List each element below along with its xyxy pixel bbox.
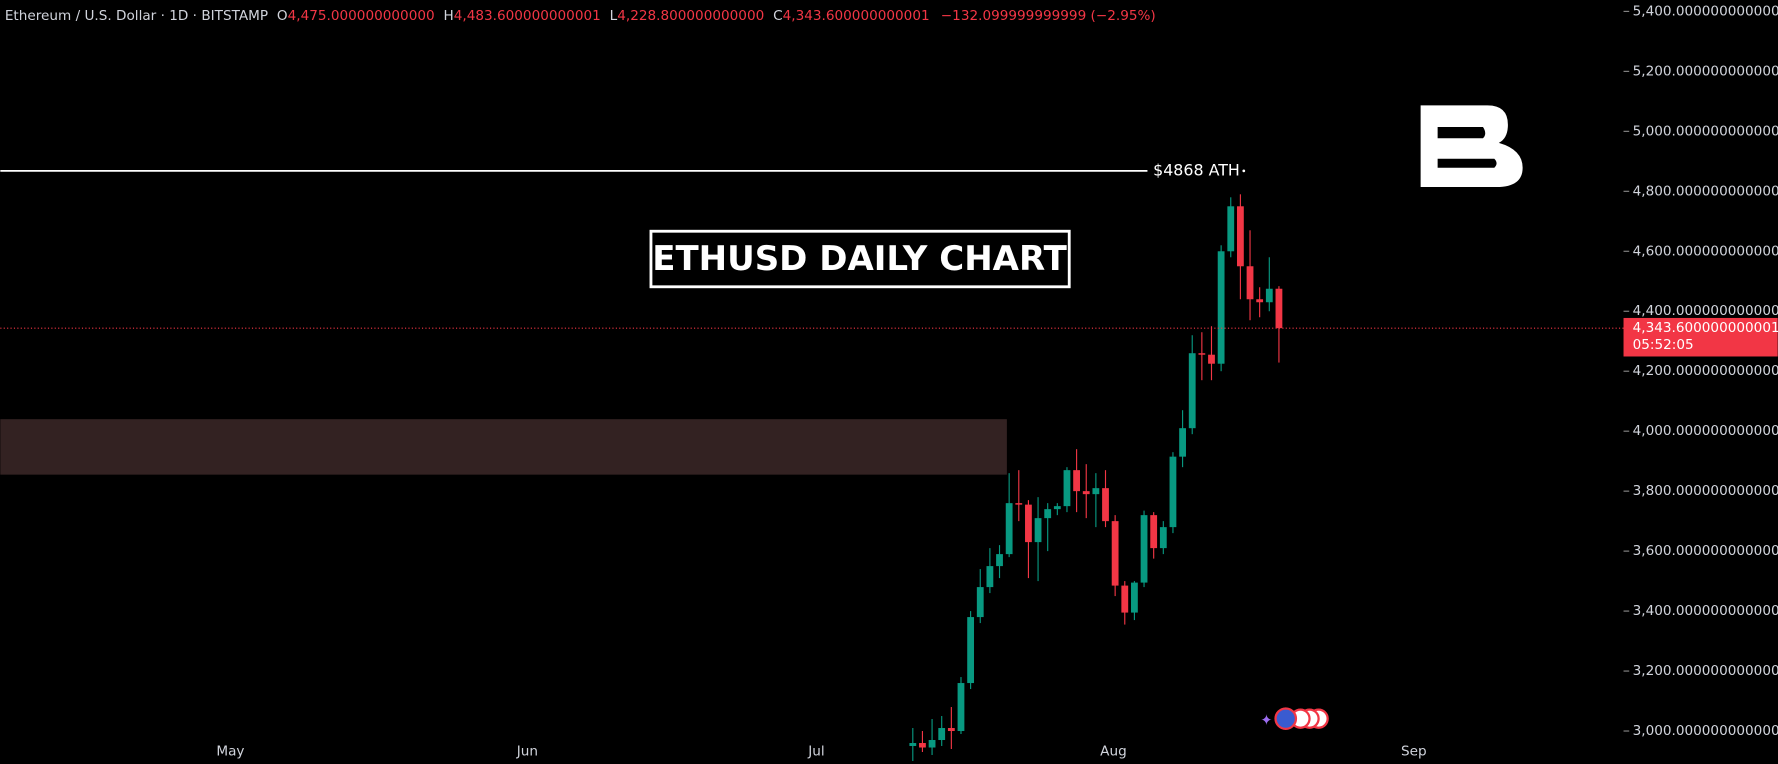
x-tick-label: Sep: [1401, 744, 1427, 760]
close-value: 4,343.600000000001: [783, 8, 930, 24]
price-label: 4,343.600000000001: [1633, 320, 1778, 336]
low-value: 4,228.800000000000: [617, 8, 764, 24]
high-key: H: [444, 8, 454, 24]
candle-body: [947, 728, 955, 732]
candle-body: [1015, 503, 1023, 505]
candle-body: [967, 617, 975, 684]
candle-body: [1140, 515, 1148, 583]
candle-body: [1034, 518, 1042, 543]
candle-body: [1111, 521, 1119, 586]
candle-body: [938, 728, 946, 741]
symbol: Ethereum / U.S. Dollar · 1D · BITSTAMP: [5, 8, 268, 24]
y-tick-label: 4,000.000000000000: [1633, 423, 1778, 439]
ath-label: $4868 ATH: [1153, 160, 1240, 179]
open-key: O: [277, 8, 288, 24]
candle-body: [1073, 470, 1080, 492]
low-key: L: [610, 8, 618, 24]
candle-body: [1217, 251, 1225, 364]
logo: [1420, 105, 1523, 188]
x-tick-label: May: [216, 744, 244, 760]
x-tick-label: Jul: [807, 744, 824, 760]
y-tick-label: 4,200.000000000000: [1633, 363, 1778, 379]
y-tick-label: 3,400.000000000000: [1633, 603, 1778, 619]
flag-icon[interactable]: [1274, 707, 1298, 730]
candle-body: [1265, 288, 1273, 303]
candle-body: [1179, 428, 1186, 457]
logo-mark: [1420, 105, 1523, 188]
y-tick-label: 5,000.000000000000: [1633, 123, 1778, 139]
countdown: 05:52:05: [1633, 337, 1694, 353]
candle-body: [1092, 488, 1100, 495]
candle-body: [1198, 353, 1206, 355]
zone-layer: [0, 419, 1007, 475]
candle-body: [919, 743, 926, 748]
candle-body: [1275, 288, 1283, 329]
candle-body: [1236, 206, 1244, 267]
candle-body: [1102, 488, 1109, 522]
candle-body: [1025, 504, 1032, 543]
y-tick-label: 3,000.000000000000: [1633, 723, 1778, 739]
high-value: 4,483.600000000001: [454, 8, 601, 24]
candle-body: [1044, 509, 1052, 519]
candle-body: [1246, 266, 1254, 300]
event-icons[interactable]: ✦: [1260, 707, 1329, 730]
y-tick-label: 3,800.000000000000: [1633, 483, 1778, 499]
x-tick-label: Jun: [516, 744, 538, 760]
x-tick-label: Aug: [1100, 744, 1127, 760]
y-tick-label: 3,200.000000000000: [1633, 663, 1778, 679]
candle-body: [928, 740, 936, 748]
candle-body: [996, 554, 1003, 567]
candle-body: [1005, 503, 1013, 555]
supply-zone: [0, 419, 1007, 475]
y-tick-label: 4,400.000000000000: [1633, 303, 1778, 319]
y-tick-label: 4,800.000000000000: [1633, 183, 1778, 199]
y-tick-label: 4,600.000000000000: [1633, 243, 1778, 259]
header: Ethereum / U.S. Dollar · 1D · BITSTAMP O…: [5, 8, 1156, 24]
sparkle-icon: ✦: [1260, 712, 1272, 729]
price-label-box: [1623, 317, 1778, 357]
candle-body: [909, 743, 917, 747]
close-key: C: [773, 8, 783, 24]
open-value: 4,475.000000000000: [288, 8, 435, 24]
candle-body: [1053, 506, 1061, 510]
y-tick-label: 3,600.000000000000: [1633, 543, 1778, 559]
change: −132.099999999999 (−2.95%): [941, 8, 1156, 24]
candle-body: [1188, 353, 1196, 429]
candle-body: [1131, 582, 1138, 613]
candle-body: [1256, 299, 1264, 303]
candle-body: [986, 566, 994, 588]
candle-body: [1169, 456, 1177, 528]
candle-body: [1150, 515, 1158, 549]
candle-body: [1082, 491, 1090, 495]
candle-body: [1159, 527, 1167, 549]
candle-body: [957, 683, 965, 732]
candle-body: [1121, 585, 1129, 613]
candle-body: [976, 587, 984, 618]
y-tick-label: 5,200.000000000000: [1633, 63, 1778, 79]
chart-title: ETHUSD DAILY CHART: [652, 239, 1067, 279]
ath-dot: [1242, 169, 1246, 173]
candle-body: [1227, 206, 1235, 252]
candle-body: [1208, 354, 1215, 364]
title-box: [649, 229, 1071, 289]
y-tick-label: 5,400.000000000000: [1633, 3, 1778, 19]
candle-body: [1063, 470, 1071, 507]
